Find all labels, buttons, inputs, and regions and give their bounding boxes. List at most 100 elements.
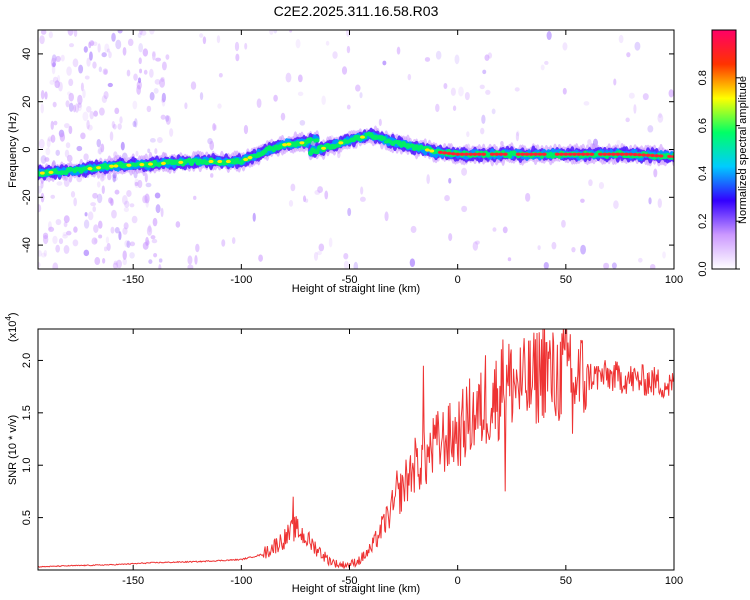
heatmap-cell <box>134 181 139 187</box>
heatmap-cell <box>178 160 184 165</box>
heatmap-cell <box>213 124 218 131</box>
heatmap-cell <box>46 138 51 148</box>
heatmap-cell <box>136 80 142 90</box>
heatmap-cell <box>58 238 64 245</box>
heatmap-cell <box>435 103 440 113</box>
heatmap-cell <box>92 41 98 47</box>
heatmap-cell <box>234 41 240 52</box>
heatmap-cell <box>45 147 51 156</box>
spectrogram-x-tick-label: -150 <box>122 274 144 286</box>
heatmap-cell <box>65 142 71 149</box>
heatmap-cell <box>87 211 94 221</box>
spectrogram-y-label: Frequency (Hz) <box>7 112 19 188</box>
heatmap-cell <box>150 235 156 240</box>
spectrogram-y-tick-label: 0 <box>21 146 33 152</box>
spectrogram-x-tick-label: -100 <box>230 274 252 286</box>
heatmap-cell <box>562 87 567 95</box>
heatmap-cell <box>216 35 221 44</box>
heatmap-cell <box>68 92 74 102</box>
heatmap-cell <box>142 195 148 204</box>
heatmap-cell <box>39 35 45 45</box>
heatmap-cell <box>256 98 262 109</box>
heatmap-cell <box>384 211 389 222</box>
snr-series-line <box>38 329 674 569</box>
heatmap-cell <box>480 127 485 135</box>
heatmap-cell <box>212 123 216 131</box>
heatmap-cell <box>324 190 329 200</box>
heatmap-cell <box>346 45 351 54</box>
heatmap-cell <box>158 263 162 269</box>
heatmap-cell <box>38 262 41 268</box>
heatmap-cell <box>217 159 223 164</box>
heatmap-cell <box>44 157 50 162</box>
heatmap-cell <box>540 64 545 71</box>
heatmap-cell <box>48 31 53 39</box>
heatmap-cell <box>359 92 363 99</box>
colorbar-tick-label: 0.4 <box>697 166 709 181</box>
heatmap-cell <box>106 242 111 252</box>
heatmap-cell <box>152 217 158 227</box>
heatmap-cell <box>628 152 634 156</box>
spectrogram-x-ticks: -150 -100 -50 0 50 100 <box>122 30 683 286</box>
heatmap-cell <box>41 252 47 258</box>
heatmap-cell <box>468 152 474 156</box>
heatmap-cell <box>625 117 630 123</box>
heatmap-cell <box>132 100 138 110</box>
heatmap-cell <box>51 64 56 75</box>
heatmap-cell <box>479 84 485 90</box>
colorbar-label: Normalized spectral amplitude <box>737 76 749 224</box>
heatmap-cell <box>638 257 643 263</box>
heatmap-cell <box>649 153 655 158</box>
heatmap-cell <box>39 171 45 175</box>
heatmap-cell <box>76 175 83 183</box>
heatmap-cell <box>63 178 70 187</box>
heatmap-cell <box>92 192 98 199</box>
heatmap-cell <box>396 46 401 55</box>
heatmap-cell <box>113 164 119 168</box>
heatmap-cell <box>567 152 573 156</box>
heatmap-cell <box>152 51 156 61</box>
heatmap-cell <box>234 157 240 162</box>
heatmap-cell <box>98 234 103 239</box>
heatmap-cell <box>481 114 486 124</box>
heatmap-cell <box>551 241 557 250</box>
spectrogram-heatmap <box>38 30 674 269</box>
heatmap-cell <box>73 197 77 207</box>
snr-plot-area <box>38 329 674 570</box>
spectrogram-x-tick-label: 50 <box>560 274 572 286</box>
heatmap-cell <box>145 182 152 188</box>
heatmap-cell <box>502 152 508 156</box>
heatmap-cell <box>115 39 122 50</box>
heatmap-cell <box>63 245 70 254</box>
heatmap-cell <box>40 103 44 114</box>
heatmap-cell <box>97 220 103 229</box>
heatmap-cell <box>587 139 592 146</box>
heatmap-cell <box>252 212 256 222</box>
heatmap-cell <box>82 89 86 99</box>
heatmap-cell <box>561 219 566 228</box>
heatmap-cell <box>77 102 82 112</box>
snr-y-tick-label: 0.5 <box>21 510 33 525</box>
heatmap-cell <box>54 80 60 89</box>
heatmap-cell <box>455 152 461 156</box>
heatmap-cell <box>149 68 154 78</box>
heatmap-cell <box>161 61 167 71</box>
heatmap-cell <box>133 73 138 81</box>
heatmap-cell <box>583 101 590 106</box>
heatmap-cell <box>60 54 65 62</box>
spectrogram-panel: -150 -100 -50 0 50 100 -40 -20 0 20 40 Height of … <box>7 29 683 295</box>
heatmap-cell <box>109 131 114 141</box>
heatmap-cell <box>111 209 117 219</box>
spectrogram-y-tick-label: -40 <box>21 237 33 253</box>
heatmap-cell <box>38 138 45 149</box>
heatmap-cell <box>139 162 145 167</box>
heatmap-cell <box>149 30 155 35</box>
heatmap-cell <box>489 152 495 156</box>
heatmap-cell <box>442 151 448 155</box>
heatmap-cell <box>437 150 443 154</box>
heatmap-cell <box>299 141 305 145</box>
heatmap-cell <box>285 72 292 83</box>
heatmap-cell <box>122 258 127 266</box>
heatmap-cell <box>103 69 108 75</box>
heatmap-cell <box>57 75 61 84</box>
